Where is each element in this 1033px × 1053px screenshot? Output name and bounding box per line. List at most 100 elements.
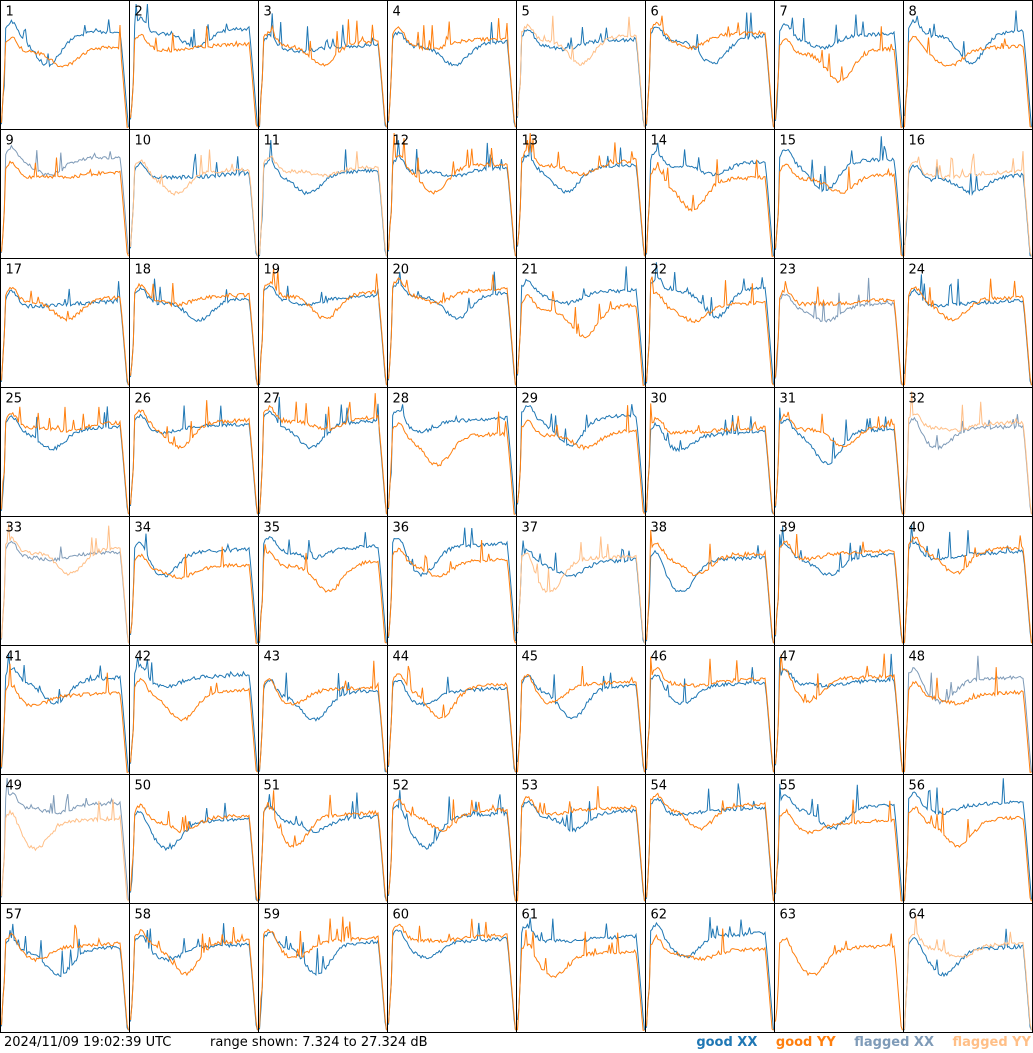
series-xx-good bbox=[259, 284, 387, 386]
panel-label: 50 bbox=[135, 779, 152, 794]
series-yy-good bbox=[1, 157, 129, 257]
panel-63: 63 bbox=[774, 903, 904, 1033]
panel-44: 44 bbox=[387, 645, 517, 775]
panel-frame bbox=[903, 129, 1033, 259]
panel-frame bbox=[0, 903, 130, 1033]
panel-45: 45 bbox=[516, 645, 646, 775]
panel-55: 55 bbox=[774, 774, 904, 904]
series-xx-good bbox=[517, 917, 645, 1031]
series-xx-good bbox=[904, 778, 1032, 902]
panel-frame bbox=[903, 387, 1033, 517]
series-yy-good bbox=[388, 274, 516, 386]
series-xx-good bbox=[904, 164, 1032, 257]
panel-frame bbox=[774, 903, 904, 1033]
footer: 2024/11/09 19:02:39 UTC range shown: 7.3… bbox=[0, 1033, 1033, 1053]
panel-26: 26 bbox=[129, 387, 259, 517]
panel-53: 53 bbox=[516, 774, 646, 904]
panel-frame bbox=[258, 0, 388, 130]
panel-33: 33 bbox=[0, 516, 130, 646]
panel-54: 54 bbox=[645, 774, 775, 904]
series-yy-good bbox=[646, 276, 774, 386]
series-yy-good bbox=[1, 924, 129, 1031]
panel-43: 43 bbox=[258, 645, 388, 775]
panel-23: 23 bbox=[774, 258, 904, 388]
panel-frame bbox=[387, 774, 517, 904]
panel-label: 32 bbox=[909, 392, 926, 407]
panel-frame bbox=[387, 645, 517, 775]
series-yy-good bbox=[130, 282, 258, 386]
panel-label: 62 bbox=[651, 908, 668, 923]
panel-28: 28 bbox=[387, 387, 517, 517]
panel-label: 7 bbox=[780, 5, 788, 20]
panel-frame bbox=[516, 387, 646, 517]
series-xx-good bbox=[904, 10, 1032, 128]
panel-label: 58 bbox=[135, 908, 152, 923]
series-yy-good bbox=[517, 665, 645, 773]
panel-32: 32 bbox=[903, 387, 1033, 517]
series-xx-good bbox=[259, 396, 387, 515]
series-yy-good bbox=[646, 928, 774, 1031]
panel-frame bbox=[258, 903, 388, 1033]
panel-label: 59 bbox=[264, 908, 281, 923]
panel-label: 31 bbox=[780, 392, 797, 407]
series-yy-flagged bbox=[517, 15, 645, 128]
panel-frame bbox=[129, 0, 259, 130]
panel-label: 60 bbox=[393, 908, 410, 923]
series-xx-good bbox=[517, 27, 645, 128]
series-yy-good bbox=[904, 535, 1032, 644]
series-xx-flagged bbox=[1, 540, 129, 644]
series-yy-flagged bbox=[904, 151, 1032, 257]
panel-label: 38 bbox=[651, 521, 668, 536]
series-yy-good bbox=[388, 539, 516, 644]
series-xx-good bbox=[259, 139, 387, 257]
panel-label: 36 bbox=[393, 521, 410, 536]
panel-label: 53 bbox=[522, 779, 539, 794]
panel-label: 57 bbox=[6, 908, 23, 923]
series-xx-good bbox=[517, 672, 645, 773]
legend-flagged-xx: flagged XX bbox=[854, 1035, 934, 1050]
series-yy-good bbox=[517, 929, 645, 1031]
series-yy-flagged bbox=[1, 523, 129, 644]
series-yy-good bbox=[259, 660, 387, 773]
series-yy-flagged bbox=[904, 391, 1032, 515]
panel-label: 43 bbox=[264, 650, 281, 665]
series-yy-good bbox=[388, 18, 516, 128]
series-xx-good bbox=[130, 656, 258, 773]
panel-frame bbox=[129, 258, 259, 388]
series-xx-flagged bbox=[1, 777, 129, 901]
series-yy-good bbox=[517, 786, 645, 902]
series-yy-good bbox=[775, 411, 903, 515]
series-xx-good bbox=[388, 404, 516, 515]
legend: good XX good YY flagged XX flagged YY bbox=[682, 1033, 1031, 1053]
panel-49: 49 bbox=[0, 774, 130, 904]
range-text: range shown: 7.324 to 27.324 dB bbox=[210, 1035, 428, 1050]
panel-frame bbox=[645, 387, 775, 517]
panel-frame bbox=[516, 258, 646, 388]
series-yy-good bbox=[517, 405, 645, 515]
panel-label: 9 bbox=[6, 134, 14, 149]
panel-1: 1 bbox=[0, 0, 130, 130]
panel-frame bbox=[258, 258, 388, 388]
series-yy-good bbox=[259, 790, 387, 902]
panel-25: 25 bbox=[0, 387, 130, 517]
panel-frame bbox=[0, 258, 130, 388]
series-yy-good bbox=[1, 24, 129, 128]
panel-label: 29 bbox=[522, 392, 539, 407]
series-xx-good bbox=[904, 524, 1032, 644]
panel-label: 18 bbox=[135, 263, 152, 278]
panel-46: 46 bbox=[645, 645, 775, 775]
panel-20: 20 bbox=[387, 258, 517, 388]
series-yy-good bbox=[130, 927, 258, 1031]
panel-frame bbox=[0, 129, 130, 259]
panel-frame bbox=[0, 774, 130, 904]
panel-frame bbox=[258, 387, 388, 517]
series-xx-good bbox=[517, 266, 645, 386]
panel-frame bbox=[129, 645, 259, 775]
panel-7: 7 bbox=[774, 0, 904, 130]
series-xx-good bbox=[1, 406, 129, 515]
panel-label: 11 bbox=[264, 134, 281, 149]
series-xx-good bbox=[1, 19, 129, 128]
series-yy-good bbox=[259, 19, 387, 128]
series-xx-good bbox=[130, 802, 258, 902]
panel-label: 22 bbox=[651, 263, 668, 278]
